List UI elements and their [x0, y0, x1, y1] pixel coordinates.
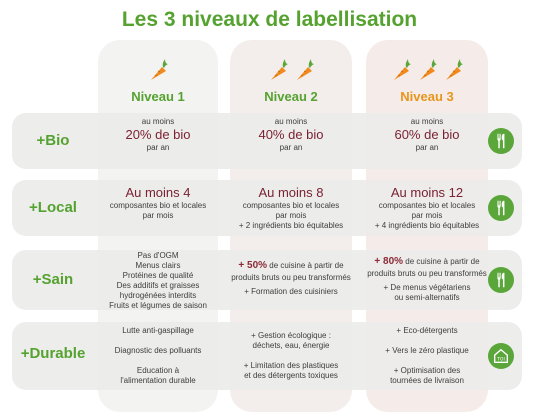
sain-line: Menus clairs — [135, 261, 181, 270]
local-count: Au moins 12 — [390, 185, 464, 200]
sain-extra: ou semi-alternatifs — [394, 292, 460, 302]
local-line: composantes bio et locales — [242, 200, 340, 210]
bio-pre: au moins — [141, 117, 175, 126]
fork-knife-icon — [488, 267, 514, 293]
carrot-icons — [366, 58, 488, 82]
sain-extra: + De menus végétariens — [383, 282, 471, 292]
sain-row-band — [12, 250, 522, 310]
house-toi-icon: TOI — [488, 343, 514, 369]
sain-pct-rest: de cuisine à partir de — [403, 257, 480, 266]
local-line: par mois — [411, 210, 443, 220]
local-row-band — [12, 180, 522, 236]
local-line: + 2 ingrédients bio équitables — [238, 220, 344, 230]
bio-row-band — [12, 113, 522, 169]
local-line: par mois — [275, 210, 307, 220]
carrot-icon — [442, 58, 464, 82]
bio-post: par an — [279, 142, 303, 152]
row-label-durable: +Durable — [20, 345, 86, 362]
local-line: composantes bio et locales — [109, 200, 207, 210]
sain-pct-line: + 80% de cuisine à partir de — [366, 256, 488, 269]
fork-knife-icon — [488, 128, 514, 154]
durable-line: + Eco-détergents — [396, 326, 458, 335]
sain-pct-line: + 50% de cuisine à partir de — [230, 260, 352, 273]
sain-level-1: Pas d'OGM Menus clairs Protéines de qual… — [98, 251, 218, 311]
carrot-icon — [390, 58, 412, 82]
durable-line: Lutte anti-gaspillage — [122, 326, 194, 335]
bio-pre: au moins — [274, 117, 308, 126]
carrot-icon — [147, 58, 169, 82]
durable-level-3: + Eco-détergents + Vers le zéro plastiqu… — [366, 326, 488, 386]
level-3-name: Niveau 3 — [400, 89, 454, 104]
level-1-header: Niveau 1 — [98, 58, 218, 104]
sain-pct-rest: de cuisine à partir de — [267, 261, 344, 270]
sain-level-3: + 80% de cuisine à partir de produits br… — [366, 256, 488, 303]
bio-percentage: 20% de bio — [125, 127, 191, 142]
fork-knife-icon — [488, 195, 514, 221]
durable-line: Diagnostic des polluants — [114, 346, 202, 355]
sain-line: hydrogénées interdits — [119, 291, 197, 300]
durable-line: + Limitation des plastiques — [243, 361, 339, 370]
durable-line: déchets, eau, énergie — [252, 341, 330, 350]
local-level-1: Au moins 4 composantes bio et locales pa… — [98, 185, 218, 221]
svg-text:TOI: TOI — [496, 357, 505, 363]
sain-extra: + Formation des cuisiniers — [244, 286, 338, 296]
level-2-header: Niveau 2 — [230, 58, 352, 104]
carrot-icon — [416, 58, 438, 82]
durable-row-band — [12, 322, 522, 390]
local-level-2: Au moins 8 composantes bio et locales pa… — [230, 185, 352, 231]
sain-line: produits bruts ou peu transformés — [231, 272, 351, 282]
bio-level-2: au moins 40% de bio par an — [230, 117, 352, 153]
bio-percentage: 60% de bio — [394, 127, 460, 142]
level-2-name: Niveau 2 — [264, 89, 318, 104]
local-line: + 4 ingrédients bio équitables — [374, 220, 480, 230]
bio-post: par an — [415, 142, 439, 152]
row-label-local: +Local — [29, 199, 77, 216]
carrot-icons — [230, 58, 352, 82]
local-line: composantes bio et locales — [378, 200, 476, 210]
sain-line: Protéines de qualité — [122, 271, 194, 280]
bio-percentage: 40% de bio — [258, 127, 324, 142]
bio-level-3: au moins 60% de bio par an — [366, 117, 488, 153]
local-count: Au moins 4 — [125, 185, 191, 200]
sain-pct: + 80% — [374, 256, 404, 267]
durable-line: l'alimentation durable — [120, 376, 196, 385]
carrot-icons — [98, 58, 218, 82]
level-1-name: Niveau 1 — [131, 89, 185, 104]
row-label-sain: +Sain — [32, 271, 74, 288]
local-line: par mois — [142, 210, 174, 220]
sain-pct: + 50% — [238, 260, 268, 271]
durable-line: + Optimisation des — [393, 366, 461, 375]
sain-line: Des additifs et graisses — [116, 281, 200, 290]
durable-line: Education à — [136, 366, 180, 375]
durable-level-2: + Gestion écologique : déchets, eau, éne… — [230, 331, 352, 381]
durable-line: et des détergents toxiques — [244, 371, 338, 380]
bio-post: par an — [146, 142, 170, 152]
sain-line: produits bruts ou peu transformés — [367, 268, 487, 278]
local-level-3: Au moins 12 composantes bio et locales p… — [366, 185, 488, 231]
durable-line: + Gestion écologique : — [251, 331, 331, 340]
local-count: Au moins 8 — [258, 185, 324, 200]
sain-line: Fruits et légumes de saison — [109, 301, 207, 310]
row-label-bio: +Bio — [36, 132, 70, 149]
bio-level-1: au moins 20% de bio par an — [98, 117, 218, 153]
carrot-icon — [293, 58, 315, 82]
durable-line: + Vers le zéro plastique — [385, 346, 469, 355]
bio-pre: au moins — [410, 117, 444, 126]
sain-line: Pas d'OGM — [137, 251, 179, 260]
sain-level-2: + 50% de cuisine à partir de produits br… — [230, 260, 352, 297]
durable-level-1: Lutte anti-gaspillage Diagnostic des pol… — [98, 326, 218, 386]
level-3-header: Niveau 3 — [366, 58, 488, 104]
durable-line: tournées de livraison — [390, 376, 464, 385]
page-title: Les 3 niveaux de labellisation — [121, 8, 418, 31]
carrot-icon — [267, 58, 289, 82]
